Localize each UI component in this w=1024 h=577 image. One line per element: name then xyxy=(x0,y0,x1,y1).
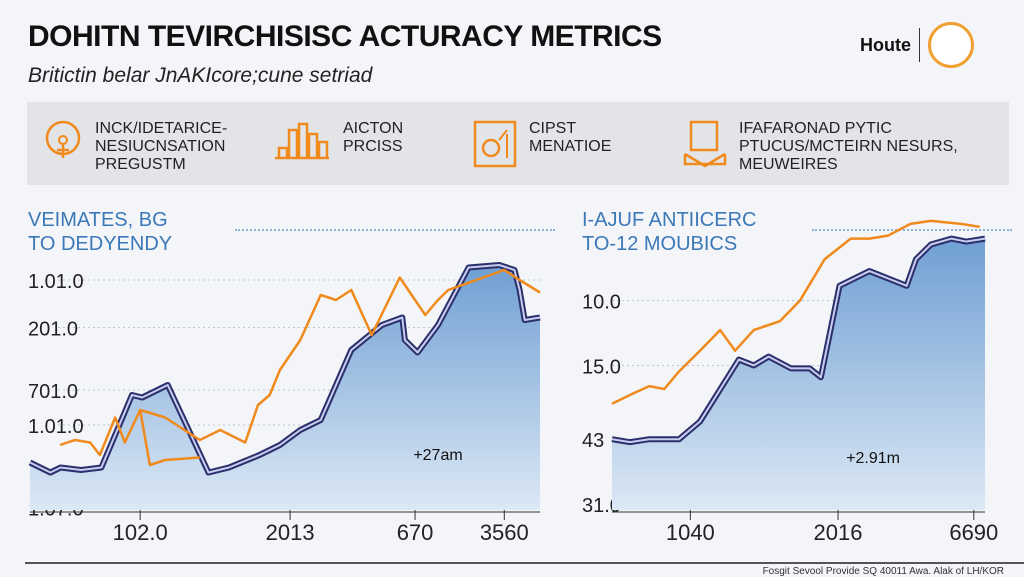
feature-1-line-3: PREGUSTM xyxy=(95,156,186,173)
feature-3-line-2: MENATIOE xyxy=(529,138,612,155)
left-x-tick-label: 2013 xyxy=(266,520,315,545)
feature-band: INCK/IDETARICE- NESIUCNSATION PREGUSTM AIC… xyxy=(27,102,1009,185)
left-chart-title-line-1: VEIMATES, BG xyxy=(28,209,168,231)
feature-3: CIPST MENATIOE xyxy=(473,120,683,168)
person-idea-icon xyxy=(45,120,81,158)
footer-source: Fosgit Sevool Provide SQ 40011 Awa. Alak… xyxy=(762,566,1004,577)
left-y-tick-label: 1.01.0 xyxy=(28,271,84,293)
feature-2-line-1: AICTON xyxy=(343,120,404,137)
logo-divider xyxy=(919,28,920,62)
left-series-area xyxy=(29,264,541,474)
right-chart-title: I-AJUF ANTIICERC TO-12 MOUBICS xyxy=(582,208,756,256)
footer-rule xyxy=(25,562,1024,564)
left-x-tick-label: 670 xyxy=(397,520,434,545)
document-circle-icon xyxy=(473,120,517,168)
left-y-tick-label: 201.0 xyxy=(28,319,78,341)
right-x-tick-label: 6690 xyxy=(949,520,998,545)
feature-1-line-1: INCK/IDETARICE- xyxy=(95,120,228,137)
feature-4-line-3: MEUWEIRES xyxy=(739,156,838,173)
right-y-tick-label: 31.0 xyxy=(582,495,621,517)
feature-4-line-1: IFAFARONAD PYTIC xyxy=(739,120,892,137)
brand-logo: Houte xyxy=(860,22,974,68)
right-area-fill xyxy=(612,238,985,510)
feature-4: IFAFARONAD PYTIC PTUCUS/MCTEIRN NESURS, ME… xyxy=(683,120,983,174)
left-annotation: +27am xyxy=(413,447,462,464)
right-chart-title-line-2: TO-12 MOUBICS xyxy=(582,233,738,255)
bar-chart-icon xyxy=(275,122,329,160)
right-title-rule xyxy=(812,229,1012,231)
left-y-tick-label: 701.0 xyxy=(28,381,78,403)
feature-2: AICTON PRCISS xyxy=(273,120,473,160)
left-title-rule xyxy=(235,229,555,231)
page-subtitle: Britictin belar JnAKIcore;cune setriad xyxy=(28,64,373,87)
right-x-tick-label: 2016 xyxy=(814,520,863,545)
right-y-tick-label: 10.0 xyxy=(582,292,621,314)
feature-2-line-2: PRCISS xyxy=(343,138,403,155)
page-title: DOHITN TEVIRCHISISC ACTURACY METRICS xyxy=(28,20,662,53)
feature-1: INCK/IDETARICE- NESIUCNSATION PREGUSTM xyxy=(43,120,273,174)
right-series-orange xyxy=(611,219,980,405)
right-y-tick-label: 43 xyxy=(582,430,604,452)
left-area-fill xyxy=(30,265,540,510)
left-chart-title: VEIMATES, BG TO DEDYENDY xyxy=(28,208,172,256)
right-series-area xyxy=(611,237,986,444)
book-icon xyxy=(683,120,727,168)
left-y-tick-label: 1.01.0 xyxy=(28,416,84,438)
feature-1-line-2: NESIUCNSATION xyxy=(95,138,226,155)
feature-3-line-1: CIPST xyxy=(529,120,577,137)
right-annotation: +2.91m xyxy=(846,450,900,467)
left-x-tick-label: 102.0 xyxy=(113,520,168,545)
feature-4-line-2: PTUCUS/MCTEIRN NESURS, xyxy=(739,138,958,155)
left-series-orange-2 xyxy=(138,409,200,467)
right-y-tick-label: 15.0 xyxy=(582,356,621,378)
left-series-orange xyxy=(59,268,541,457)
left-x-tick-label: 3560 xyxy=(480,520,529,545)
left-chart-title-line-2: TO DEDYENDY xyxy=(28,233,173,255)
right-x-tick-label: 1040 xyxy=(666,520,715,545)
right-chart-title-line-1: I-AJUF ANTIICERC xyxy=(582,209,757,231)
seal-icon xyxy=(928,22,974,68)
logo-text: Houte xyxy=(860,34,911,55)
